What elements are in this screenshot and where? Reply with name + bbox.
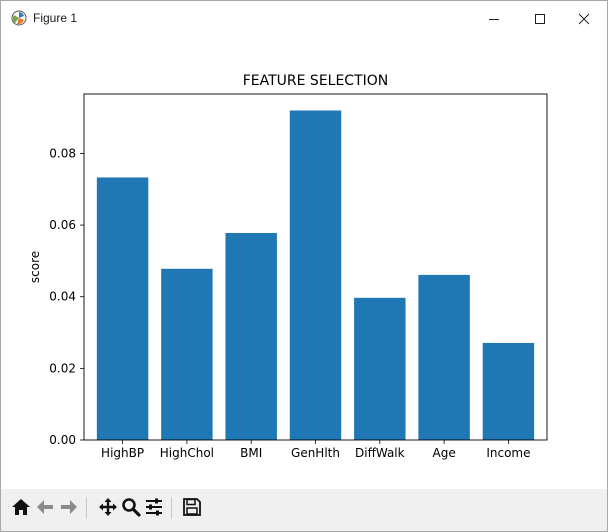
- zoom-button[interactable]: [120, 495, 142, 519]
- title-bar[interactable]: Figure 1: [1, 1, 607, 37]
- arrow-left-icon: [37, 500, 53, 514]
- window-title: Figure 1: [33, 11, 78, 25]
- y-tick-label: 0.06: [49, 218, 76, 232]
- bar-diffwalk: [354, 297, 406, 440]
- bar-highchol: [161, 268, 213, 440]
- maximize-button[interactable]: [517, 1, 563, 37]
- minimize-button[interactable]: [471, 1, 517, 37]
- bar-bmi: [225, 232, 277, 440]
- bar-age: [418, 274, 470, 440]
- move-icon: [99, 498, 117, 516]
- x-tick-label: Income: [486, 446, 530, 460]
- chart-title: FEATURE SELECTION: [243, 73, 389, 89]
- y-tick-label: 0.04: [49, 290, 76, 304]
- matplotlib-icon: [11, 10, 27, 26]
- bar-income: [482, 342, 535, 440]
- x-tick-label: Age: [433, 446, 456, 460]
- y-tick-label: 0.00: [49, 433, 76, 447]
- home-button[interactable]: [10, 495, 32, 519]
- close-button[interactable]: [561, 1, 607, 37]
- forward-button[interactable]: [58, 495, 80, 519]
- maximize-icon: [535, 14, 545, 24]
- sliders-icon: [146, 498, 162, 516]
- x-tick-label: HighBP: [101, 446, 144, 460]
- toolbar-separator: [171, 497, 172, 519]
- y-axis-label: score: [28, 251, 42, 283]
- arrow-right-icon: [61, 500, 77, 514]
- y-tick-label: 0.08: [49, 146, 76, 160]
- save-button[interactable]: [181, 495, 203, 519]
- y-tick-label: 0.02: [49, 361, 76, 375]
- x-tick-label: GenHlth: [291, 446, 340, 460]
- magnifier-icon: [122, 498, 141, 517]
- toolbar-separator: [86, 497, 87, 519]
- bar-highbp: [96, 177, 149, 440]
- x-tick-label: BMI: [240, 446, 262, 460]
- bar-chart: FEATURE SELECTION score HighBP HighChol BMI G…: [28, 73, 548, 460]
- pan-button[interactable]: [97, 495, 119, 519]
- x-tick-label: DiffWalk: [355, 446, 405, 460]
- figure-canvas[interactable]: FEATURE SELECTION score HighBP HighChol BMI G…: [1, 37, 607, 489]
- home-icon: [12, 499, 30, 515]
- configure-subplots-button[interactable]: [143, 495, 165, 519]
- x-tick-label: HighChol: [160, 446, 214, 460]
- bar-genhlth: [289, 110, 342, 440]
- save-icon: [183, 498, 201, 516]
- axes-frame: [83, 93, 548, 441]
- close-icon: [578, 13, 590, 25]
- navigation-toolbar: [1, 489, 607, 531]
- minimize-icon: [489, 19, 499, 20]
- back-button[interactable]: [34, 495, 56, 519]
